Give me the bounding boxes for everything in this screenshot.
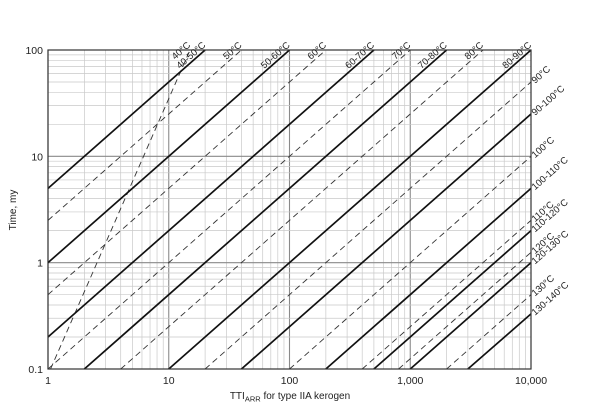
y-tick-label: 10 <box>31 151 43 163</box>
series-line <box>50 49 191 370</box>
y-tick-label: 0.1 <box>28 364 43 376</box>
series-line <box>83 49 448 370</box>
series-line <box>398 252 532 370</box>
series-label: 60°C <box>306 40 329 62</box>
y-axis-title: Time, my <box>8 190 19 231</box>
y-tick-label: 100 <box>25 45 43 57</box>
series-line <box>467 313 532 370</box>
series-line <box>47 49 375 338</box>
series-labels-layer: 40°C40-50°C 50°C 50-60°C 60°C 60-70°C 70°C 70-… <box>170 40 571 318</box>
x-tick-label: 100 <box>281 375 299 387</box>
series-line <box>47 49 206 189</box>
series-line <box>47 49 291 264</box>
x-axis-title: TTIARR for type IIA kerogen <box>230 391 350 404</box>
series-line <box>168 49 532 370</box>
x-tick-label: 1 <box>45 375 51 387</box>
y-tick-label: 1 <box>37 258 43 270</box>
x-axis-title-subscript: ARR <box>245 395 261 404</box>
x-tick-label: 10 <box>163 375 175 387</box>
series-line <box>289 155 532 370</box>
series-lines-layer <box>47 49 532 370</box>
series-label: 80°C <box>463 40 486 62</box>
x-tick-label: 10,000 <box>515 375 547 387</box>
series-line <box>240 113 532 370</box>
series-line <box>446 294 532 370</box>
series-line <box>120 49 484 370</box>
series-line <box>373 230 532 370</box>
series-label: 50°C <box>221 40 244 62</box>
plot-frame <box>47 49 532 370</box>
series-label: 90-100°C <box>530 83 568 118</box>
series-line <box>409 262 532 370</box>
x-axis-title-suffix: for type IIA kerogen <box>261 391 351 402</box>
series-line <box>47 49 242 221</box>
x-axis-title-main: TTI <box>230 391 245 402</box>
series-label: 100°C <box>530 135 557 161</box>
series-line <box>47 49 327 296</box>
series-line <box>204 81 532 370</box>
series-line <box>47 49 411 370</box>
series-label: 90°C <box>530 64 553 86</box>
grid-layer <box>47 50 531 370</box>
series-line <box>361 220 532 370</box>
series-line <box>325 187 532 370</box>
x-tick-label: 1,000 <box>397 375 423 387</box>
